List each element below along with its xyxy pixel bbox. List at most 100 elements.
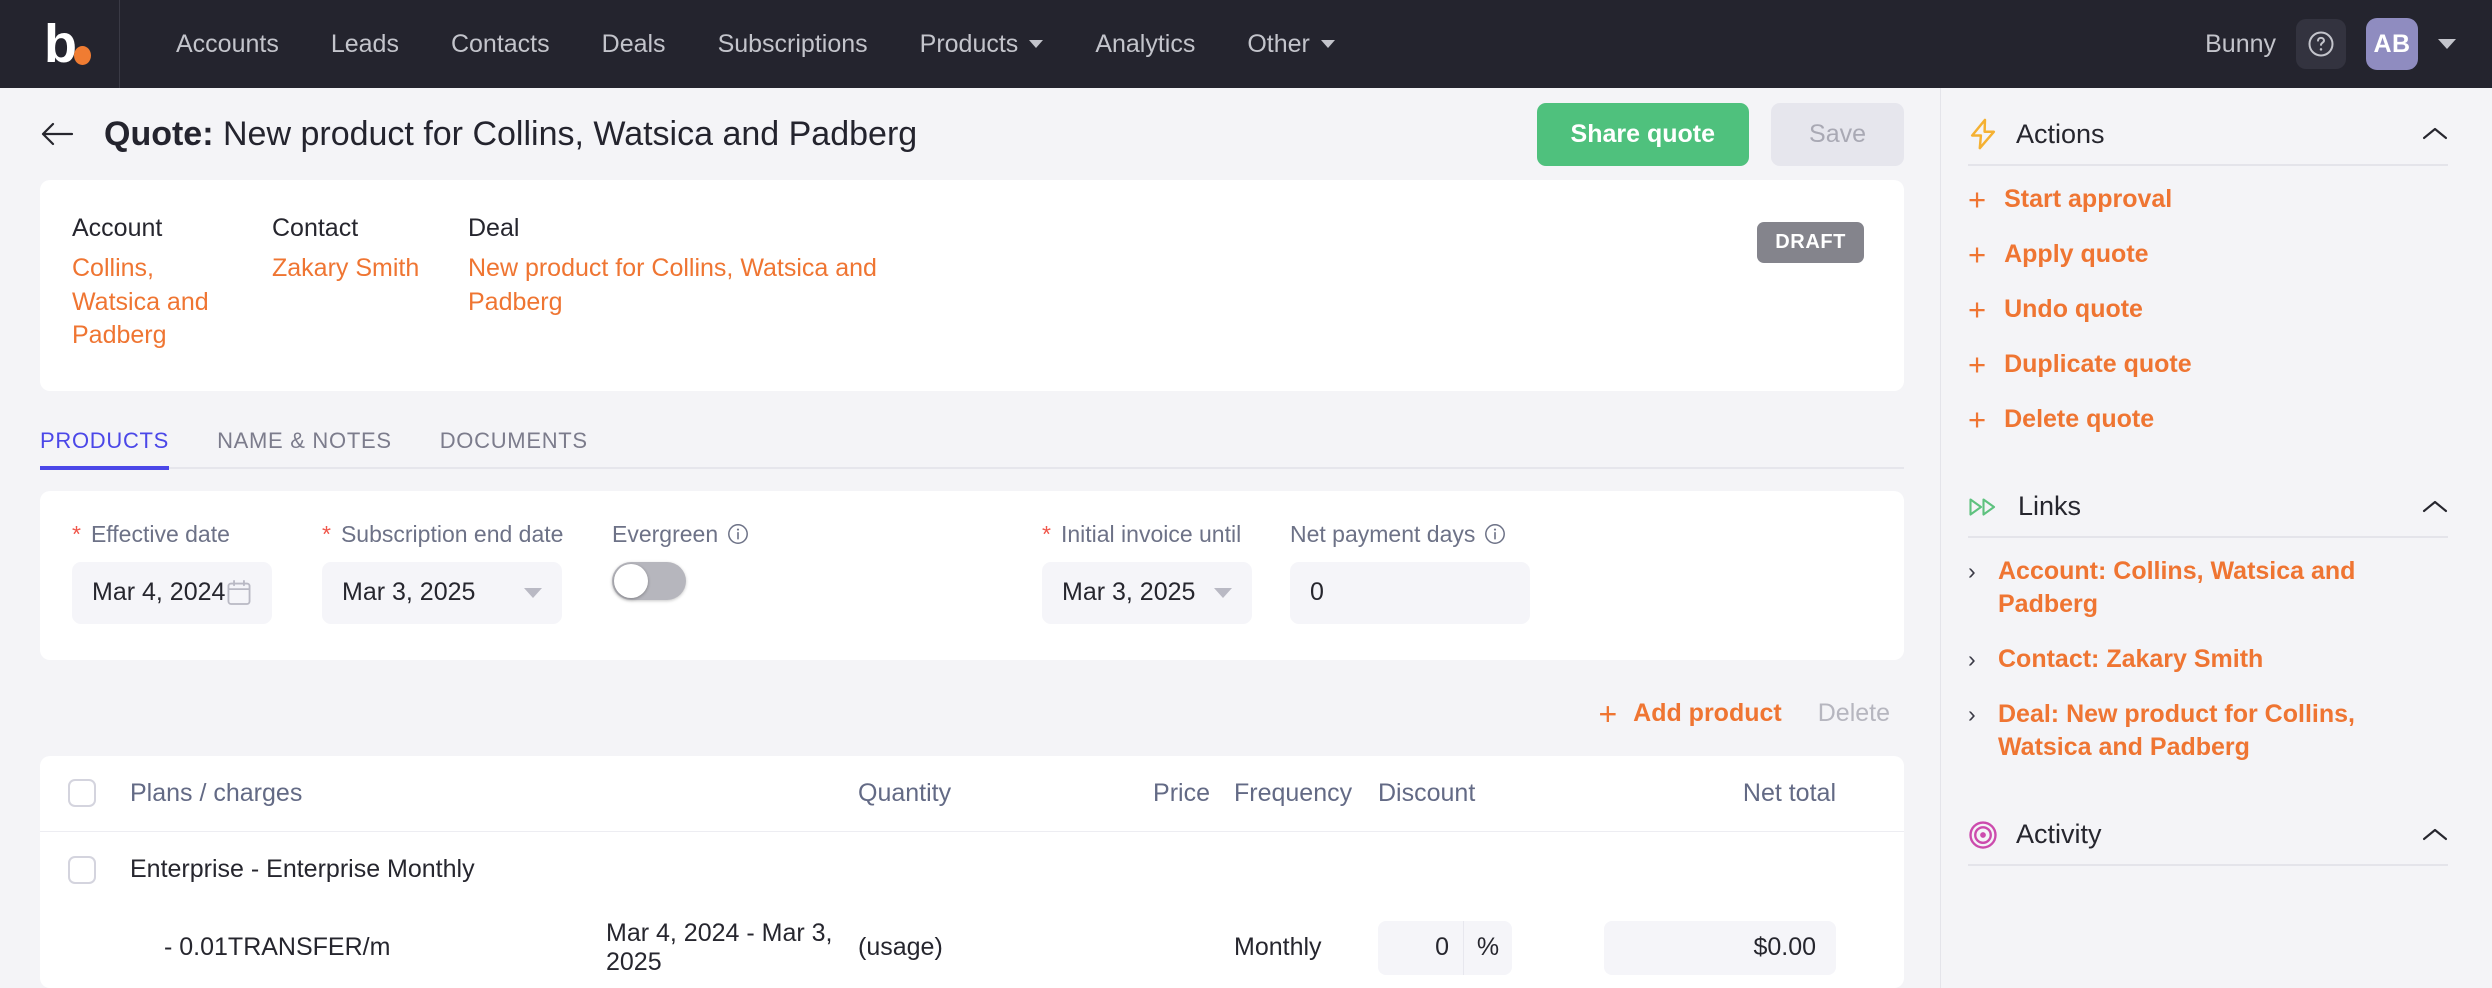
- link-account[interactable]: › Account: Collins, Watsica and Padberg: [1968, 544, 2448, 632]
- initial-invoice-until-select[interactable]: Mar 3, 2025: [1042, 561, 1252, 624]
- row-checkbox[interactable]: [68, 855, 96, 884]
- links-collapse-button[interactable]: [2422, 498, 2448, 516]
- chevron-right-icon: ›: [1968, 646, 1976, 672]
- plus-icon: +: [1968, 402, 1987, 437]
- question-circle-icon: [2308, 31, 2334, 57]
- table-row: Enterprise - Enterprise Monthly: [40, 832, 1904, 908]
- page-title: Quote: New product for Collins, Watsica …: [104, 115, 917, 154]
- effective-date-input[interactable]: Mar 4, 2024: [72, 561, 272, 624]
- nav-item-analytics[interactable]: Analytics: [1069, 18, 1221, 71]
- page-header: Quote: New product for Collins, Watsica …: [0, 88, 1940, 180]
- nav-label: Other: [1247, 29, 1310, 58]
- account-link[interactable]: Collins, Watsica and Padberg: [72, 254, 209, 349]
- plan-name: Enterprise - Enterprise Monthly: [130, 855, 475, 883]
- activity-divider: [1968, 864, 2448, 867]
- nav-item-accounts[interactable]: Accounts: [150, 18, 305, 71]
- actions-collapse-button[interactable]: [2422, 125, 2448, 143]
- nav-label: Contacts: [450, 29, 550, 58]
- tab-products[interactable]: PRODUCTS: [40, 428, 170, 470]
- activity-section-header: Activity: [1968, 819, 2448, 864]
- plus-icon: +: [1968, 347, 1987, 382]
- activity-collapse-button[interactable]: [2422, 826, 2448, 844]
- activity-title: Activity: [2016, 819, 2102, 850]
- nav-item-products[interactable]: Products: [894, 18, 1070, 71]
- add-product-label: Add product: [1633, 699, 1782, 727]
- subscription-end-date-label: * Subscription end date: [322, 520, 563, 548]
- duplicate-quote-action[interactable]: + Duplicate quote: [1968, 337, 2448, 392]
- avatar-chevron-down-icon[interactable]: [2438, 39, 2456, 49]
- subscription-end-date-select[interactable]: Mar 3, 2025: [322, 561, 562, 624]
- label-text: Effective date: [90, 520, 230, 547]
- plus-icon: +: [1968, 292, 1987, 327]
- share-quote-button[interactable]: Share quote: [1536, 102, 1750, 166]
- discount-unit: %: [1476, 933, 1500, 961]
- actions-title: Actions: [2016, 118, 2105, 149]
- required-asterisk: *: [322, 520, 331, 547]
- app-logo[interactable]: b: [0, 0, 120, 88]
- charge-quantity: (usage): [858, 933, 943, 961]
- info-icon[interactable]: [726, 522, 750, 546]
- logo-letter: b: [44, 14, 77, 74]
- table-header-row: Plans / charges Quantity Price Frequency…: [40, 756, 1904, 832]
- nav-label: Analytics: [1095, 29, 1196, 58]
- main-content: Quote: New product for Collins, Watsica …: [0, 88, 1940, 988]
- link-label: Deal: New product for Collins, Watsica a…: [1998, 700, 2355, 762]
- contact-link[interactable]: Zakary Smith: [272, 254, 420, 282]
- nav-item-leads[interactable]: Leads: [305, 18, 425, 71]
- select-all-cell: [68, 779, 130, 807]
- main-nav-items: Accounts Leads Contacts Deals Subscripti…: [150, 18, 2205, 71]
- net-payment-days-field: Net payment days 0: [1290, 521, 1530, 624]
- delete-button[interactable]: Delete: [1817, 699, 1890, 727]
- evergreen-toggle[interactable]: [612, 561, 686, 600]
- deal-link[interactable]: New product for Collins, Watsica and Pad…: [468, 254, 877, 316]
- tab-documents[interactable]: DOCUMENTS: [439, 427, 588, 453]
- fast-forward-icon: [1969, 497, 1996, 516]
- top-navigation-bar: b Accounts Leads Contacts Deals Subscrip…: [0, 0, 2492, 88]
- nav-label: Products: [919, 29, 1019, 58]
- help-button[interactable]: [2296, 19, 2346, 69]
- chevron-down-icon: [524, 587, 542, 598]
- undo-quote-action[interactable]: + Undo quote: [1968, 282, 2448, 337]
- page-body: Quote: New product for Collins, Watsica …: [0, 88, 2492, 988]
- nav-item-subscriptions[interactable]: Subscriptions: [692, 18, 894, 71]
- discount-value[interactable]: 0: [1378, 920, 1464, 975]
- nav-item-deals[interactable]: Deals: [576, 18, 692, 71]
- logo-dot-icon: [74, 46, 91, 65]
- back-button[interactable]: [40, 120, 74, 148]
- select-all-checkbox[interactable]: [68, 779, 96, 807]
- nav-item-contacts[interactable]: Contacts: [425, 18, 576, 71]
- plus-icon: +: [1968, 237, 1987, 272]
- charge-frequency: Monthly: [1234, 933, 1322, 961]
- info-icon[interactable]: [1483, 522, 1507, 546]
- link-contact[interactable]: › Contact: Zakary Smith: [1968, 632, 2448, 687]
- effective-date-label: * Effective date: [72, 521, 272, 548]
- link-deal[interactable]: › Deal: New product for Collins, Watsica…: [1968, 687, 2448, 775]
- net-total-value[interactable]: $0.00: [1604, 920, 1836, 975]
- apply-quote-action[interactable]: + Apply quote: [1968, 227, 2448, 282]
- account-label: Account: [72, 214, 163, 242]
- column-header-discount: Discount: [1378, 778, 1476, 807]
- action-label: Start approval: [2004, 185, 2173, 213]
- add-product-button[interactable]: + Add product: [1598, 698, 1781, 730]
- evergreen-field: Evergreen: [612, 521, 792, 600]
- net-payment-days-input[interactable]: 0: [1290, 561, 1530, 624]
- avatar[interactable]: AB: [2366, 18, 2418, 70]
- start-approval-action[interactable]: + Start approval: [1968, 172, 2448, 227]
- column-header-price: Price: [1153, 778, 1210, 807]
- save-button[interactable]: Save: [1771, 102, 1904, 166]
- chevron-right-icon: ›: [1968, 558, 1976, 584]
- tab-name-and-notes[interactable]: NAME & NOTES: [217, 427, 392, 453]
- target-icon: [1969, 821, 1997, 849]
- links-section: Links › Account: Collins, Watsica and Pa…: [1968, 491, 2448, 775]
- discount-input-group[interactable]: 0 %: [1378, 920, 1512, 975]
- product-toolbar: + Add product Delete: [40, 686, 1904, 742]
- nav-item-other[interactable]: Other: [1221, 18, 1361, 71]
- action-label: Duplicate quote: [2004, 350, 2192, 378]
- required-asterisk: *: [1042, 520, 1051, 547]
- action-label: Delete quote: [2004, 405, 2155, 433]
- label-text: Net payment days: [1290, 520, 1476, 547]
- table-row: - 0.01TRANSFER/m Mar 4, 2024 - Mar 3, 20…: [40, 908, 1904, 988]
- delete-quote-action[interactable]: + Delete quote: [1968, 392, 2448, 447]
- row-select-cell: [68, 855, 130, 884]
- lightning-bolt-icon: [1970, 118, 1996, 150]
